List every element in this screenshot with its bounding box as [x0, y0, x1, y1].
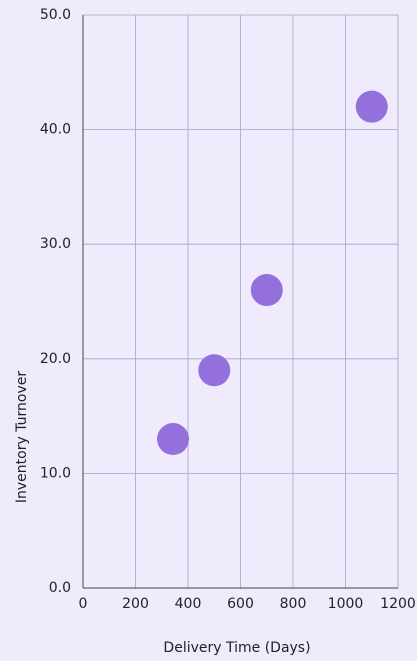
- x-tick-label: 200: [122, 596, 149, 612]
- x-tick-label: 1000: [328, 596, 364, 612]
- x-tick-label: 800: [280, 596, 307, 612]
- x-axis-label: Delivery Time (Days): [163, 640, 310, 656]
- scatter-point: [198, 354, 231, 387]
- x-tick-label: 400: [175, 596, 202, 612]
- y-tick-label: 50.0: [40, 7, 71, 23]
- scatter-point: [355, 90, 388, 123]
- scatter-point: [157, 423, 190, 456]
- x-tick-label: 1200: [380, 596, 416, 612]
- scatter-point: [250, 274, 283, 307]
- x-tick-label: 0: [79, 596, 88, 612]
- y-tick-label: 0.0: [49, 580, 71, 596]
- y-tick-label: 10.0: [40, 465, 71, 481]
- y-tick-label: 30.0: [40, 236, 71, 252]
- x-tick-label: 600: [227, 596, 254, 612]
- y-tick-label: 20.0: [40, 351, 71, 367]
- y-tick-label: 40.0: [40, 122, 71, 138]
- y-axis-label: Inventory Turnover: [14, 371, 30, 503]
